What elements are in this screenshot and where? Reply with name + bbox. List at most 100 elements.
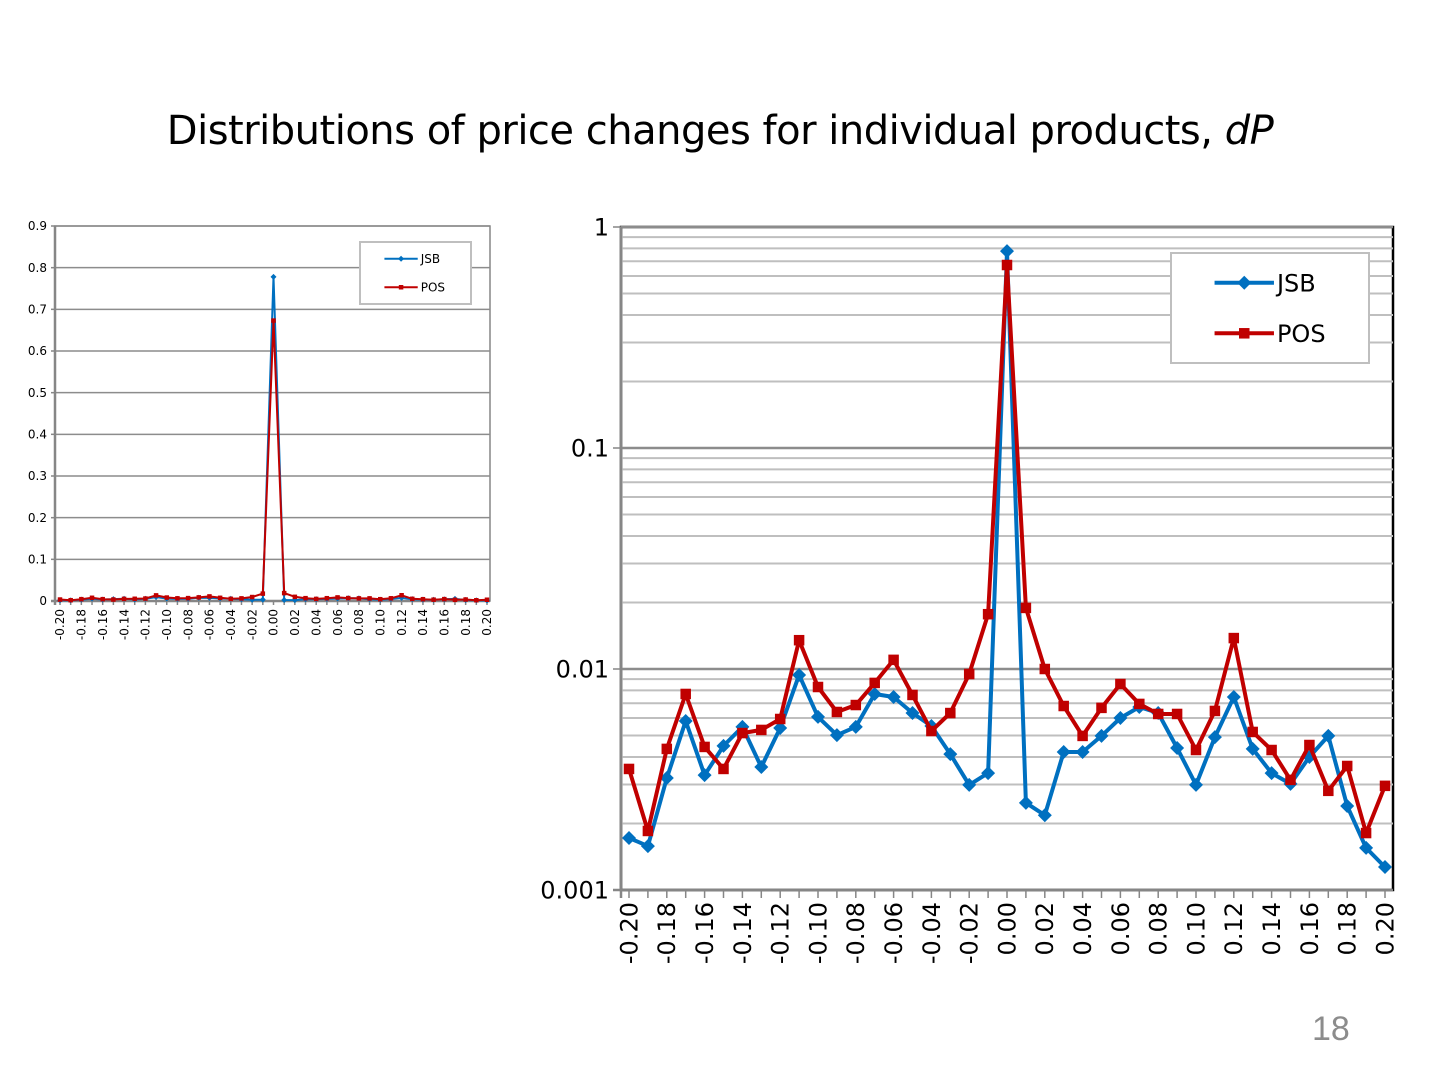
x-tick-label: 0.10 [1182,902,1210,955]
data-point-jsb [981,766,996,781]
data-point-pos [378,596,383,602]
data-point-pos [79,596,84,602]
data-point-jsb [1189,777,1203,792]
data-point-jsb [811,709,825,724]
data-point-pos [196,595,202,600]
data-point-pos [89,595,95,601]
data-point-jsb [1018,795,1033,810]
data-point-jsb [697,768,712,783]
data-point-pos [111,597,116,602]
data-point-pos [1228,632,1240,644]
x-tick-label: 0.06 [331,609,345,636]
x-tick-label: 0.16 [438,609,452,636]
data-point-pos [292,594,298,600]
x-tick-label: 0.14 [1258,902,1286,955]
legend-marker-pos [1239,328,1250,339]
data-point-pos [474,598,479,603]
y-tick-label: 0.1 [28,553,47,567]
data-point-jsb [773,720,788,735]
data-point-jsb [1207,730,1222,745]
data-point-jsb [1170,741,1185,756]
slide-title: Distributions of price changes for indiv… [0,108,1440,154]
legend-label-jsb: JSB [1275,269,1316,297]
data-point-jsb [1075,745,1090,760]
data-point-pos [207,594,212,599]
x-tick-label: 0.02 [1031,902,1059,955]
data-point-jsb [1378,860,1392,875]
data-point-jsb [1094,728,1109,743]
data-point-pos [313,596,319,602]
x-tick-label: -0.20 [615,902,643,964]
data-point-jsb [886,689,901,704]
data-point-pos [463,597,468,602]
y-tick-label: 0.01 [556,655,609,683]
x-tick-label: 0.20 [480,609,494,636]
x-tick-label: -0.04 [224,609,238,640]
data-point-pos [132,596,137,602]
x-tick-label: 0.06 [1107,902,1135,955]
data-point-pos [774,713,786,725]
data-point-jsb [659,771,674,786]
data-point-pos [185,595,191,601]
y-tick-label: 0 [39,594,47,608]
data-point-pos [388,596,394,601]
legend-box [1170,252,1370,364]
data-point-pos [164,595,169,600]
data-point-jsb [943,747,958,762]
x-tick-label: -0.16 [96,609,110,640]
legend-label-pos: POS [421,281,445,295]
legend: JSB POS [359,241,472,305]
y-tick-label: 0.7 [28,303,47,317]
data-point-pos [228,596,234,602]
data-point-pos [1190,744,1202,756]
data-point-jsb [905,706,920,721]
x-tick-label: -0.12 [139,609,153,640]
page-number: 18 [1312,1010,1350,1048]
data-point-jsb [792,667,807,682]
x-tick-label: -0.08 [181,609,195,640]
y-tick-label: 0.8 [28,261,47,275]
x-tick-label: -0.12 [767,902,795,964]
data-point-pos [888,654,899,666]
data-point-pos [1077,730,1088,742]
data-point-pos [1020,602,1032,614]
data-point-pos [1285,774,1296,786]
data-point-pos [1058,700,1069,712]
x-tick-label: -0.04 [918,902,946,964]
data-point-pos [926,725,937,737]
data-point-pos [68,597,73,603]
data-point-pos [1096,702,1107,714]
data-point-pos [945,707,956,719]
data-point-pos [1341,760,1353,772]
data-point-pos [812,681,824,693]
x-tick-label: -0.16 [691,902,719,964]
data-point-pos [831,706,843,718]
y-tick-label: 0.3 [28,469,47,483]
data-point-pos [869,677,880,689]
x-tick-label: -0.20 [53,609,67,640]
data-point-pos [410,596,415,602]
data-point-jsb [281,596,288,603]
data-point-pos [399,593,404,598]
data-point-jsb [1340,798,1355,813]
data-point-jsb [259,596,266,603]
x-tick-label: -0.08 [842,902,870,964]
data-point-pos [484,597,490,602]
legend-label-pos: POS [1277,320,1326,348]
x-tick-label: -0.14 [117,609,131,640]
x-tick-label: 0.12 [1220,902,1248,955]
data-point-jsb [622,830,636,845]
legend-marker-jsb [1237,275,1252,290]
data-point-pos [356,596,362,601]
data-point-pos [907,689,918,701]
data-point-pos [982,608,994,620]
data-point-jsb [1359,840,1374,855]
x-tick-label: -0.18 [653,902,681,964]
data-point-jsb [678,713,693,728]
data-point-pos [661,743,673,755]
data-point-pos [1039,663,1051,675]
x-tick-label: 0.16 [1296,902,1324,955]
data-point-pos [1134,698,1145,710]
data-point-jsb [962,777,977,792]
